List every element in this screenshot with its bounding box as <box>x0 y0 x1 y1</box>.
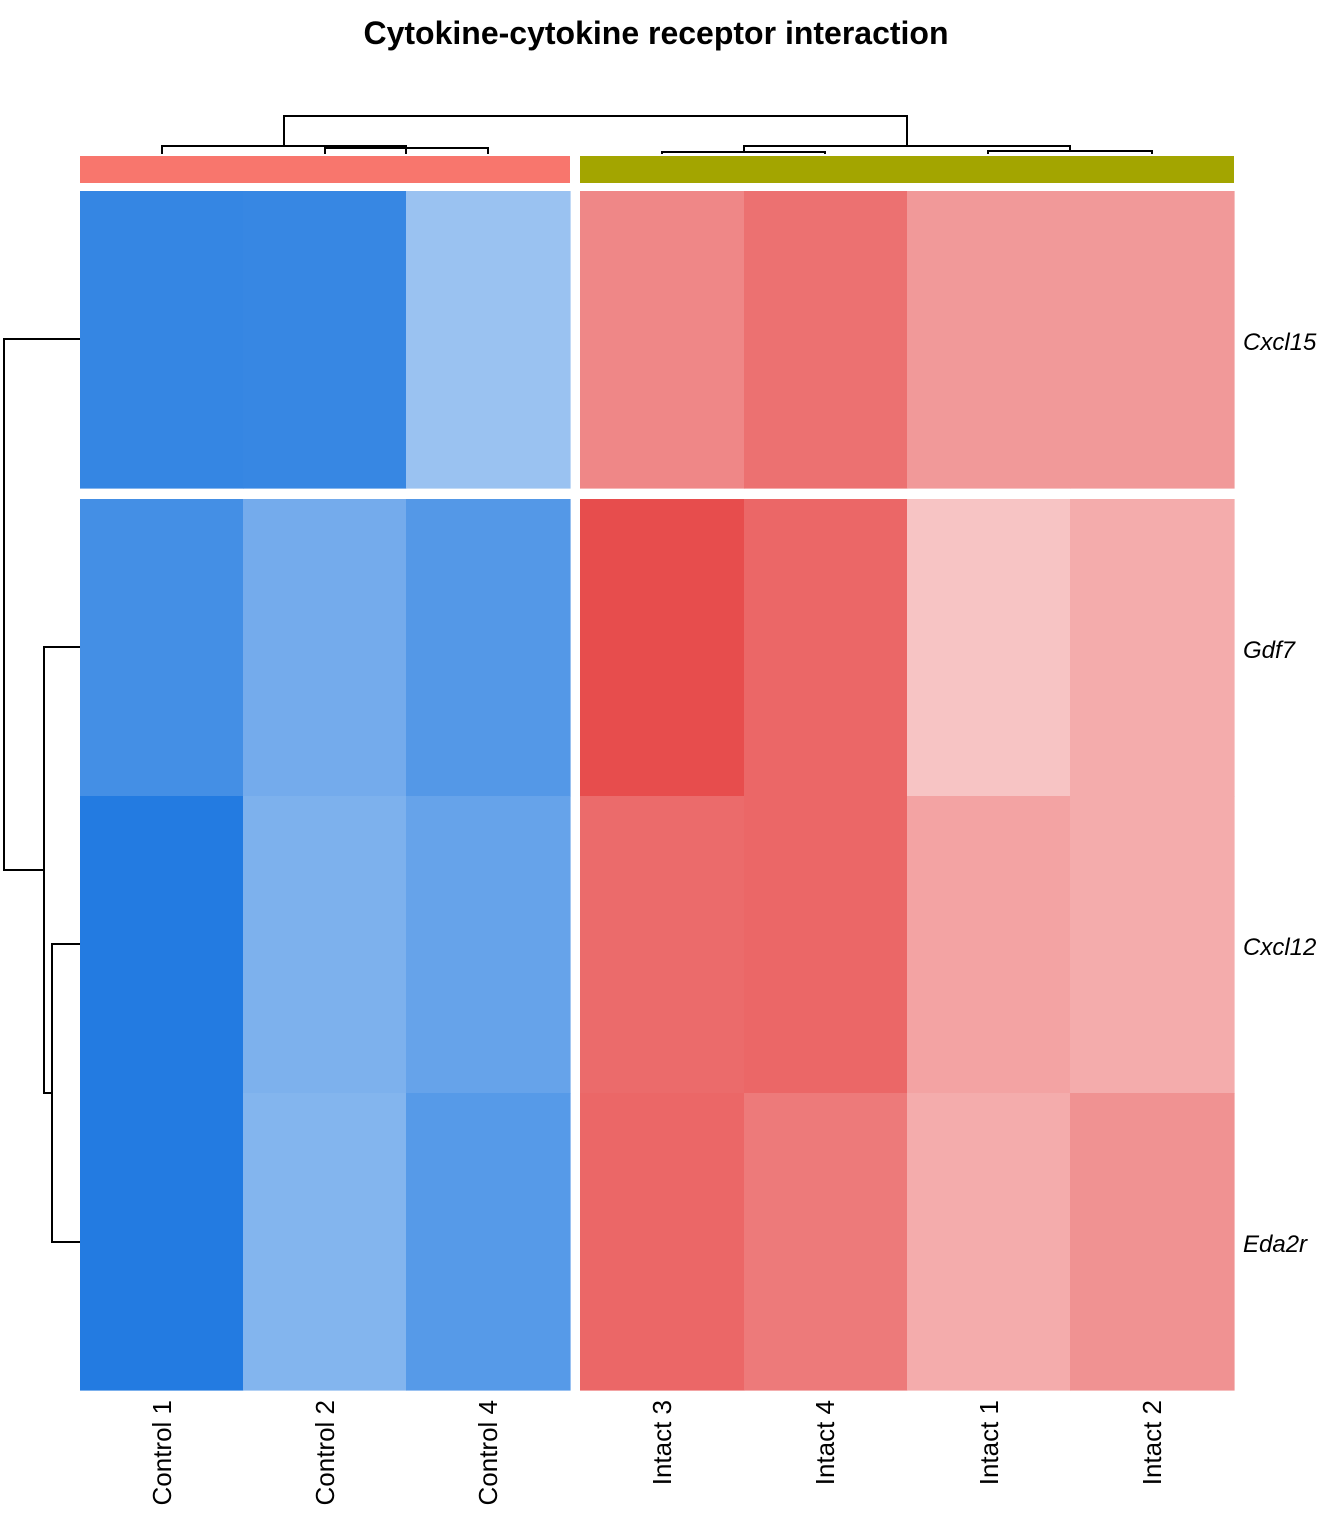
col-label-control-2: Control 2 <box>310 1400 340 1506</box>
annotation-group-2 <box>580 156 1234 183</box>
chart-title: Cytokine-cytokine receptor interaction <box>363 15 948 51</box>
heatmap-cell <box>907 191 1071 489</box>
col-dendro-intact-b <box>987 150 1153 154</box>
heatmap-cell <box>1070 191 1235 489</box>
heatmap-cell <box>406 796 571 1094</box>
col-dendro-control-sub <box>324 147 489 154</box>
heatmap-cell <box>80 796 244 1094</box>
heatmap-cell <box>406 499 571 797</box>
col-label-control-4: Control 4 <box>473 1400 503 1506</box>
col-dendro-intact-a <box>661 151 826 154</box>
heatmap-cell <box>1070 796 1235 1094</box>
heatmap-cell <box>406 1093 571 1391</box>
row-label-eda2r: Eda2r <box>1243 1231 1308 1258</box>
heatmap-cell <box>580 1093 745 1391</box>
heatmap-cell <box>1070 499 1235 797</box>
col-label-intact-3: Intact 3 <box>647 1400 677 1485</box>
heatmap-cell <box>580 499 745 797</box>
row-dendro-top <box>3 338 80 871</box>
heatmap-cell <box>1070 1093 1235 1391</box>
heatmap-cell <box>243 796 407 1094</box>
col-label-intact-2: Intact 2 <box>1137 1400 1167 1485</box>
col-label-intact-1: Intact 1 <box>974 1400 1004 1485</box>
col-label-control-1: Control 1 <box>147 1400 177 1506</box>
annotation-group-1 <box>80 156 570 183</box>
heatmap-cell <box>80 499 244 797</box>
heatmap-cell <box>243 191 407 489</box>
heatmap-cell <box>580 191 745 489</box>
row-dendrogram <box>3 338 80 1243</box>
heatmap-cells <box>80 191 1235 1391</box>
row-dendro-inner <box>51 943 80 1243</box>
column-annotation-bar <box>80 156 1234 183</box>
heatmap-cell <box>907 796 1071 1094</box>
heatmap-cell <box>243 1093 407 1391</box>
heatmap-cell <box>406 191 571 489</box>
row-label-cxcl15: Cxcl15 <box>1243 329 1317 356</box>
heatmap-cell <box>907 1093 1071 1391</box>
row-dendro-lower <box>43 646 80 1094</box>
col-label-intact-4: Intact 4 <box>810 1400 840 1485</box>
heatmap-cell <box>744 499 908 797</box>
heatmap-cell <box>744 796 908 1094</box>
col-dendro-top <box>283 115 908 146</box>
column-labels: Control 1 Control 2 Control 4 Intact 3 I… <box>147 1400 1167 1506</box>
row-label-gdf7: Gdf7 <box>1243 637 1297 664</box>
row-labels: Cxcl15 Gdf7 Cxcl12 Eda2r <box>1243 329 1317 1258</box>
col-dendro-intact <box>743 145 1071 152</box>
column-dendrogram <box>161 115 1153 154</box>
heatmap-cell <box>744 191 908 489</box>
heatmap-cell <box>907 499 1071 797</box>
heatmap-cell <box>580 796 745 1094</box>
heatmap-cell <box>744 1093 908 1391</box>
heatmap-cell <box>80 1093 244 1391</box>
row-label-cxcl12: Cxcl12 <box>1243 934 1316 961</box>
heatmap-cell <box>243 499 407 797</box>
col-dendro-control <box>161 145 407 154</box>
heatmap-cell <box>80 191 244 489</box>
